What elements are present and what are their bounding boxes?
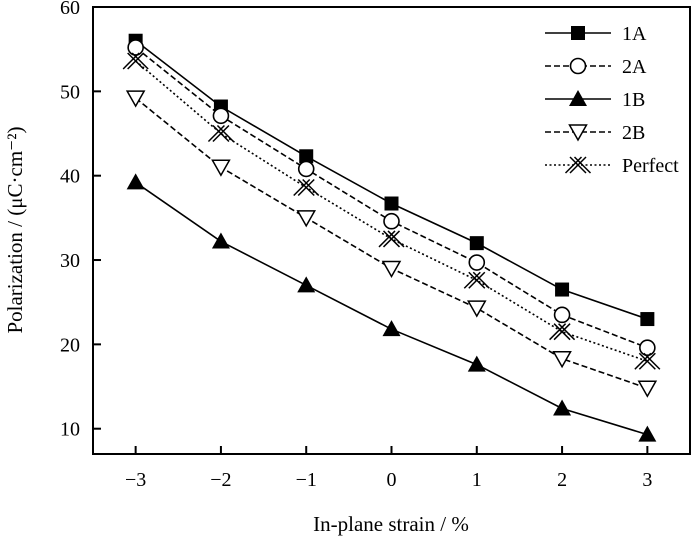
series-1b-marker (297, 276, 316, 293)
series-2a-marker (297, 160, 315, 178)
y-tick-label: 20 (60, 334, 80, 356)
legend-1b: 1B (545, 89, 645, 111)
series-1a (128, 33, 655, 327)
y-axis-title: Polarization / (μC·cm⁻²) (3, 126, 27, 333)
x-tick-label: 2 (557, 469, 567, 491)
series-1b (126, 173, 657, 442)
series-2b-marker (381, 260, 402, 278)
series-1a-marker (384, 196, 399, 211)
y-tick-label: 30 (60, 250, 80, 272)
legend-perfect-label: Perfect (622, 155, 679, 177)
series-1a-marker (640, 312, 655, 327)
axis-ticks: −3 −2 −1 0 1 2 3 10 20 30 40 50 60 (60, 0, 652, 491)
series-2a-marker (127, 39, 144, 56)
series-2b-marker (211, 159, 231, 177)
y-tick-label: 60 (60, 0, 80, 19)
legend-perfect-marker (564, 156, 592, 174)
legend-1b-label: 1B (622, 89, 645, 111)
x-axis-title: In-plane strain / % (313, 512, 469, 536)
x-tick-label: −2 (210, 469, 231, 491)
series-perfect-line (135, 60, 648, 362)
x-tick-label: 0 (387, 469, 397, 491)
x-tick-label: −3 (125, 469, 146, 491)
legend-1a-marker (571, 26, 585, 40)
series-2a-marker (383, 212, 400, 230)
x-tick-label: 3 (642, 469, 652, 491)
series-2b (125, 90, 658, 398)
legend-2b-marker (568, 124, 588, 142)
series-2a-marker (639, 339, 656, 357)
series-2a-marker (553, 306, 571, 324)
series-perfect-marker (122, 52, 149, 70)
legend-1a: 1A (545, 23, 647, 45)
series-1a-marker (469, 236, 484, 251)
legend-1b-marker (569, 90, 587, 106)
y-tick-label: 40 (60, 166, 80, 188)
x-tick-label: 1 (472, 469, 482, 491)
series-2b-marker (125, 90, 146, 108)
legend-2a-label: 2A (622, 56, 647, 78)
series-2a (127, 39, 656, 357)
series-2a-marker (212, 107, 230, 125)
series-2a-marker (468, 254, 486, 271)
series-1b-marker (467, 355, 486, 372)
legend: 1A 2A 1B 2B Perfect (545, 23, 679, 177)
legend-2a: 2A (545, 56, 647, 78)
legend-perfect: Perfect (545, 155, 679, 177)
legend-2b: 2B (545, 122, 645, 144)
series-1b-marker (553, 399, 572, 416)
legend-2a-marker (569, 57, 587, 75)
series-1b-marker (211, 232, 230, 249)
legend-2b-label: 2B (622, 122, 645, 144)
x-tick-label: −1 (296, 469, 317, 491)
series-1b-marker (638, 425, 657, 442)
series-1b-marker (126, 173, 145, 190)
y-tick-label: 10 (60, 419, 80, 441)
series-2b-line (135, 97, 648, 389)
plot-frame (92, 6, 691, 455)
series-2b-marker (296, 210, 317, 228)
series-perfect-marker (634, 352, 661, 370)
legend-1a-label: 1A (622, 23, 647, 45)
y-tick-label: 50 (60, 81, 80, 103)
series-perfect-marker (293, 178, 320, 197)
series-perfect-marker (207, 124, 234, 143)
series-1a-marker (299, 149, 314, 164)
series-layer (122, 33, 661, 442)
series-perfect (122, 52, 661, 370)
series-1a-marker (555, 282, 570, 297)
series-1b-marker (382, 320, 401, 337)
series-2b-marker (637, 380, 658, 398)
series-2b-marker (466, 300, 487, 318)
series-perfect-marker (549, 323, 576, 341)
series-perfect-marker (378, 230, 405, 248)
series-2b-marker (552, 350, 572, 369)
series-perfect-marker (463, 271, 490, 289)
